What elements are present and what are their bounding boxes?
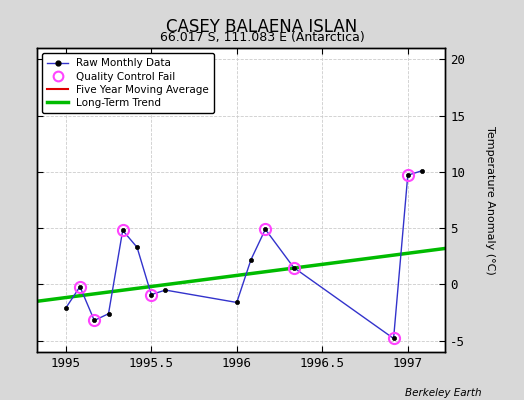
Legend: Raw Monthly Data, Quality Control Fail, Five Year Moving Average, Long-Term Tren: Raw Monthly Data, Quality Control Fail, … bbox=[42, 53, 214, 113]
Y-axis label: Temperature Anomaly (°C): Temperature Anomaly (°C) bbox=[485, 126, 495, 274]
Text: 66.017 S, 111.083 E (Antarctica): 66.017 S, 111.083 E (Antarctica) bbox=[160, 31, 364, 44]
Text: CASEY BALAENA ISLAN: CASEY BALAENA ISLAN bbox=[167, 18, 357, 36]
Text: Berkeley Earth: Berkeley Earth bbox=[406, 388, 482, 398]
